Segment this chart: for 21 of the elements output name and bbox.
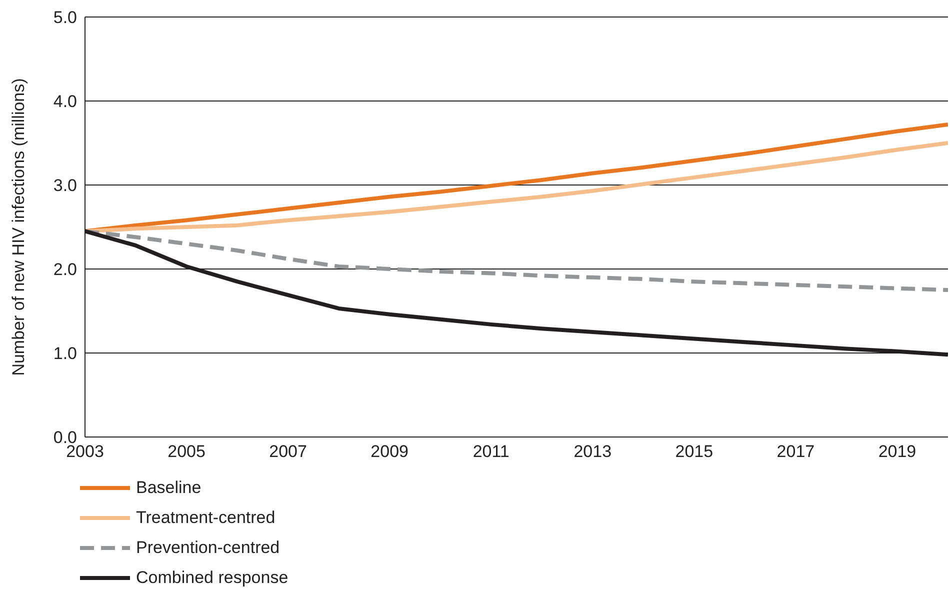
line-series [85,229,948,292]
x-tick-label: 2011 [472,442,510,462]
legend-label: Baseline [136,477,202,499]
x-tick-label: 2013 [574,442,612,462]
line-series [85,141,948,234]
legend-label: Prevention-centred [136,537,280,559]
y-tick-label: 2.0 [53,260,77,280]
x-tick-label: 2009 [370,442,408,462]
y-tick-label: 3.0 [53,176,77,196]
x-tick-label: 2003 [66,442,104,462]
y-axis-title: Number of new HIV infections (millions) [9,78,28,376]
legend-label: Treatment-centred [136,507,276,529]
x-tick-label: 2005 [168,442,206,462]
x-tick-label: 2015 [675,442,714,462]
y-tick-label: 5.0 [53,8,77,28]
x-tick-label: 2017 [776,442,815,462]
y-tick-label: 4.0 [53,92,77,112]
x-tick-label: 2007 [269,442,307,462]
x-tick-label: 2019 [878,442,916,462]
legend-label: Combined response [136,567,288,589]
y-tick-label: 1.0 [53,344,77,364]
